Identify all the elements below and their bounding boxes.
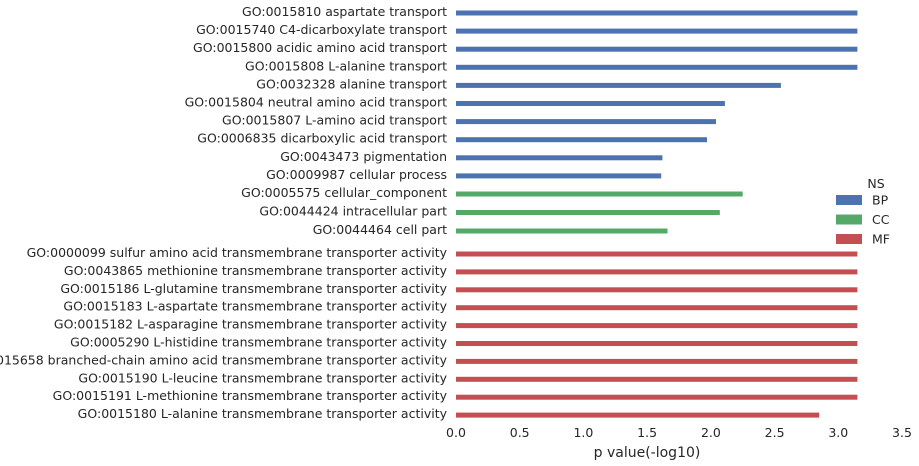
category-label: GO:0044464 cell part xyxy=(313,222,447,237)
bar-mf-8 xyxy=(456,376,858,382)
bar-mf-4 xyxy=(456,305,858,311)
bar-bp-8 xyxy=(456,137,707,143)
x-tick-label: 3.5 xyxy=(892,425,912,440)
bar-bp-6 xyxy=(456,101,725,106)
bar-bp-9 xyxy=(456,155,663,161)
category-label: GO:0005575 cellular_component xyxy=(241,185,447,200)
bar-mf-1 xyxy=(456,251,858,257)
x-tick-label: 1.5 xyxy=(637,425,657,440)
bar-group xyxy=(456,10,858,418)
x-tick-label: 1.0 xyxy=(573,425,593,440)
x-tick-label: 0.0 xyxy=(446,425,466,440)
bar-cc-3 xyxy=(456,228,668,234)
category-label: GO:0043473 pigmentation xyxy=(280,149,447,164)
category-label: GO:0015740 C4-dicarboxylate transport xyxy=(196,22,447,37)
bar-bp-2 xyxy=(456,28,858,34)
category-label: GO:0015190 L-leucine transmembrane trans… xyxy=(78,370,447,385)
bar-bp-7 xyxy=(456,119,716,125)
category-label: GO:0015186 L-glutamine transmembrane tra… xyxy=(60,281,447,296)
legend-label-cc: CC xyxy=(872,212,890,227)
category-label: GO:0015182 L-asparagine transmembrane tr… xyxy=(54,317,448,332)
bar-bp-1 xyxy=(456,10,858,16)
category-label: GO:0015804 neutral amino acid transport xyxy=(185,95,447,110)
bar-mf-10 xyxy=(456,412,820,418)
category-label: GO:0006835 dicarboxylic acid transport xyxy=(197,131,447,146)
bar-cc-2 xyxy=(456,210,720,215)
category-label: GO:0015191 L-methionine transmembrane tr… xyxy=(53,388,448,403)
x-axis-title: p value(-log10) xyxy=(594,445,701,461)
bar-mf-2 xyxy=(456,269,858,275)
bar-mf-7 xyxy=(456,358,858,364)
bar-bp-3 xyxy=(456,46,858,52)
bar-mf-5 xyxy=(456,323,858,329)
x-tick-label: 2.0 xyxy=(701,425,721,440)
bar-cc-1 xyxy=(456,191,743,197)
category-label: GO:0015807 L-amino acid transport xyxy=(222,113,447,128)
bar-mf-3 xyxy=(456,287,858,293)
legend: NS BP CC MF xyxy=(836,176,890,247)
x-tick-label: 3.0 xyxy=(828,425,848,440)
legend-title: NS xyxy=(867,176,884,191)
category-labels: GO:0015810 aspartate transport GO:0015740… xyxy=(0,4,448,421)
legend-swatch-mf xyxy=(836,234,862,244)
legend-swatch-bp xyxy=(836,195,862,205)
x-axis-ticks: 0.0 0.5 1.0 1.5 2.0 2.5 3.0 3.5 xyxy=(446,425,912,440)
category-label: GO:0032328 alanine transport xyxy=(256,76,447,91)
category-label: GO:0015810 aspartate transport xyxy=(242,4,447,19)
category-label: GO:0015800 acidic amino acid transport xyxy=(193,40,447,55)
bar-bp-4 xyxy=(456,64,858,70)
legend-label-mf: MF xyxy=(872,232,890,247)
bar-bp-10 xyxy=(456,173,662,179)
bar-mf-9 xyxy=(456,394,858,400)
category-label: GO:0009987 cellular process xyxy=(266,167,447,182)
category-label: GO:0015183 L-aspartate transmembrane tra… xyxy=(63,299,447,314)
legend-label-bp: BP xyxy=(872,193,889,208)
category-label: GO:0005290 L-histidine transmembrane tra… xyxy=(70,335,447,350)
category-label: GO:0044424 intracellular part xyxy=(259,204,447,219)
x-tick-label: 2.5 xyxy=(765,425,785,440)
category-label: GO:0015808 L-alanine transport xyxy=(245,58,447,73)
category-label: GO:0015180 L-alanine transmembrane trans… xyxy=(78,406,448,421)
category-label: GO:0015658 branched-chain amino acid tra… xyxy=(0,352,448,367)
bar-mf-6 xyxy=(456,341,858,346)
legend-swatch-cc xyxy=(836,214,862,225)
bar-bp-5 xyxy=(456,82,781,88)
x-tick-label: 0.5 xyxy=(510,425,530,440)
category-label: GO:0000099 sulfur amino acid transmembra… xyxy=(27,245,448,260)
category-label: GO:0043865 methionine transmembrane tran… xyxy=(64,263,448,278)
